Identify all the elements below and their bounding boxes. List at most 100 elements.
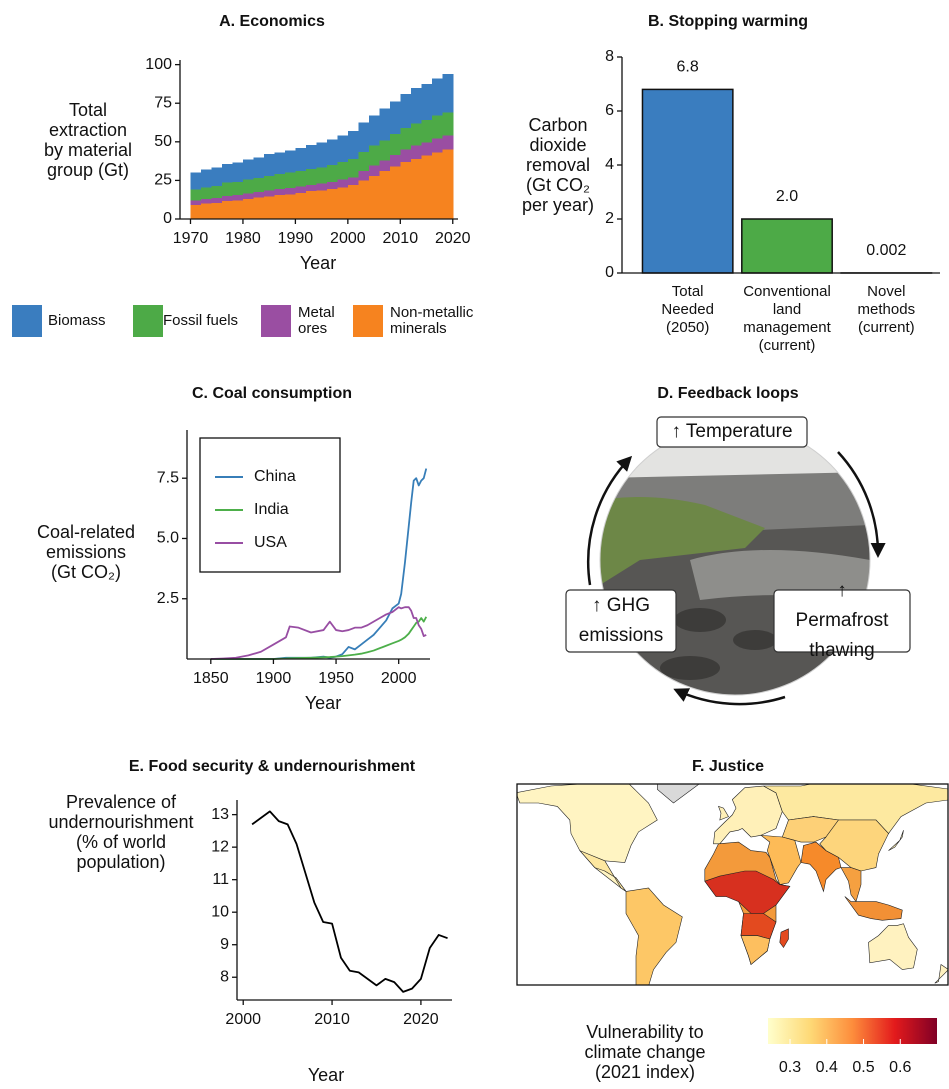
area-step (379, 108, 391, 141)
map-region (625, 887, 683, 985)
area-step (190, 172, 202, 190)
x-tick-label: 1950 (318, 670, 354, 687)
area-step (400, 149, 412, 162)
area-step (253, 157, 265, 179)
area-step (305, 168, 317, 186)
area-step (232, 195, 244, 201)
area-step (263, 196, 276, 219)
area-step (431, 152, 443, 219)
x-tick-label: 1850 (193, 670, 229, 687)
colorbar-tick-label: 0.3 (779, 1059, 801, 1076)
node-label: ↑ GHG emissions (578, 595, 664, 646)
area-step (263, 175, 276, 191)
y-axis-title: Total extraction by material group (Gt) (43, 100, 133, 180)
y-tick-label: 7.5 (157, 469, 179, 486)
area-step (242, 193, 255, 199)
y-tick-label: 8 (220, 968, 229, 985)
y-tick-label: 50 (154, 133, 172, 150)
x-tick-label: 1970 (173, 230, 209, 247)
area-step (200, 169, 213, 188)
area-step (410, 145, 422, 159)
area-step (200, 203, 213, 219)
area-step (442, 149, 454, 219)
y-tick-label: 6 (605, 102, 614, 119)
panel-title: D. Feedback loops (657, 385, 798, 402)
area-step (400, 93, 412, 128)
legend-label: China (254, 468, 296, 485)
x-tick-label: 2020 (403, 1011, 439, 1028)
area-step (326, 181, 338, 189)
y-tick-label: 13 (211, 806, 229, 823)
map-region (763, 784, 948, 835)
area-step (326, 164, 338, 182)
area-step (421, 120, 433, 143)
area-step (305, 144, 317, 169)
area-step (410, 158, 422, 219)
area-step (431, 78, 443, 116)
value-label: 0.002 (866, 242, 906, 259)
x-axis-title: Year (307, 1065, 345, 1085)
y-tick-label: 2 (605, 210, 614, 227)
map-region (868, 923, 918, 970)
map-region (656, 784, 700, 804)
bar (741, 218, 833, 274)
area-step (347, 131, 359, 159)
y-tick-label: 9 (220, 936, 229, 953)
area-step (232, 162, 244, 182)
area-step (295, 147, 307, 172)
map-region (740, 935, 771, 966)
area-step (421, 142, 433, 156)
map-region (934, 963, 948, 984)
area-step (190, 200, 202, 206)
area-step (337, 161, 349, 180)
area-step (295, 192, 307, 219)
area-step (400, 161, 412, 219)
map-region (819, 819, 889, 872)
category-label: Total Needed (2050) (661, 283, 714, 336)
photo-clod (674, 608, 726, 632)
colorbar-tick-label: 0.4 (816, 1059, 838, 1076)
area-step (389, 101, 401, 135)
loop-arrow (673, 688, 786, 706)
y-axis-title: Carbon dioxide removal (Gt CO₂ per year) (521, 115, 595, 215)
loop-arrow (837, 451, 886, 558)
area-step (253, 197, 265, 219)
area-step (431, 138, 443, 153)
area-step (442, 112, 454, 136)
y-tick-label: 12 (211, 838, 229, 855)
area-step (379, 171, 391, 219)
legend-label: USA (254, 534, 287, 551)
area-step (316, 190, 328, 219)
area-step (284, 150, 296, 173)
node-box (565, 589, 677, 653)
category-label: Novel methods (current) (857, 283, 916, 336)
y-tick-label: 75 (154, 94, 172, 111)
legend-label: India (254, 501, 289, 518)
area-step (316, 183, 328, 191)
area-step (200, 198, 213, 204)
colorbar-tick-label: 0.6 (889, 1059, 911, 1076)
y-tick-label: 2.5 (157, 590, 179, 607)
category-label: Conventional land management (current) (743, 283, 831, 354)
loop-arrow (586, 455, 633, 586)
panel-title: C. Coal consumption (192, 385, 352, 402)
line (210, 616, 428, 660)
area-step (337, 187, 349, 219)
x-tick-label: 2000 (330, 230, 366, 247)
map-frame (516, 783, 949, 986)
area-step (221, 201, 234, 219)
map-region (579, 850, 627, 892)
y-axis-title: Coal-related emissions (Gt CO₂) (36, 522, 136, 582)
y-tick-label: 10 (211, 903, 229, 920)
area-step (190, 205, 202, 219)
area-step (337, 135, 349, 162)
area-step (274, 174, 286, 189)
y-tick-label: 0 (163, 210, 172, 227)
area-step (442, 73, 454, 113)
x-tick-label: 2010 (383, 230, 419, 247)
colorbar-tick-label: 0.5 (852, 1059, 874, 1076)
area-step (410, 87, 422, 124)
area-step (389, 134, 401, 155)
area-step (263, 190, 276, 197)
area-step (347, 177, 359, 186)
